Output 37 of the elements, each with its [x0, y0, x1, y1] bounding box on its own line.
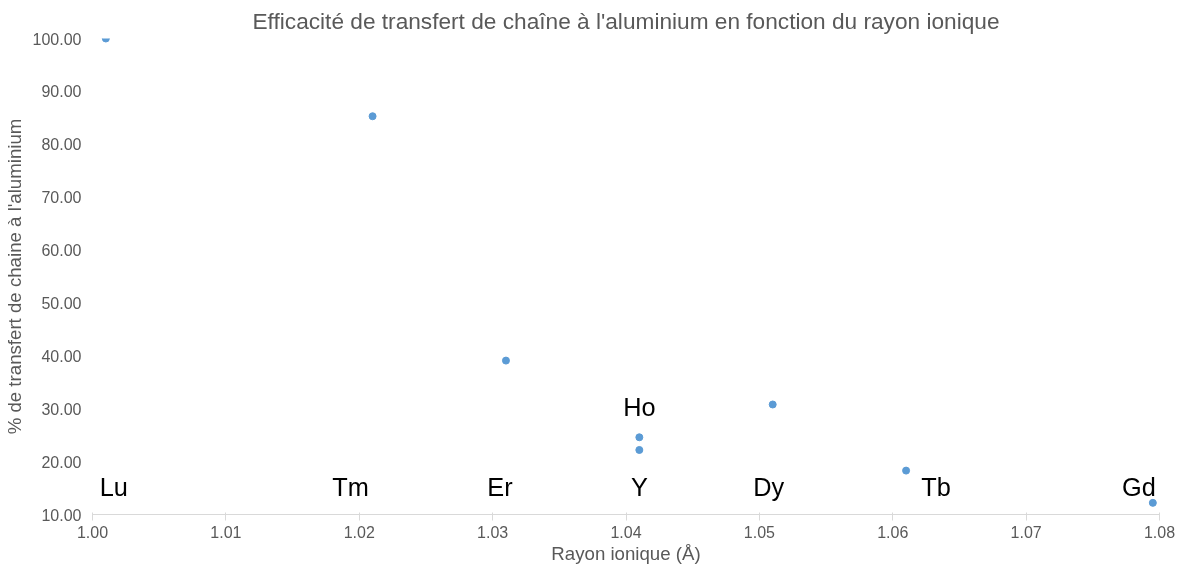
annotation: Gd	[1121, 472, 1156, 501]
y-tick-label: 80.00	[41, 136, 82, 154]
annotation: Lu	[99, 472, 128, 501]
annotation: Tm	[332, 472, 369, 501]
y-tick-label: 40.00	[41, 347, 82, 365]
x-tick-label: 1.05	[743, 523, 776, 541]
x-tick-label: 1.00	[76, 523, 109, 541]
annotation: Ho	[623, 393, 656, 422]
y-tick-label: 10.00	[41, 506, 82, 524]
y-tick-label: 50.00	[41, 294, 82, 312]
x-axis-title: Rayon ionique (Å)	[551, 542, 701, 564]
point	[501, 356, 510, 365]
point	[368, 112, 377, 121]
y-tick-label: 20.00	[41, 453, 82, 471]
y-tick-label: 60.00	[41, 242, 82, 260]
annotation: Y	[630, 472, 648, 501]
point	[635, 433, 644, 442]
y-tick-label: 100.00	[32, 30, 82, 48]
point	[902, 466, 911, 475]
annotation: Er	[487, 472, 514, 501]
chart-title: Efficacité de transfert de chaîne à l'aluminium en fonction du rayon ionique	[252, 7, 1000, 34]
y-tick-label: 70.00	[41, 189, 82, 207]
x-tick-label: 1.04	[610, 523, 642, 541]
x-tick-label: 1.07	[1010, 523, 1042, 541]
point	[1148, 498, 1157, 507]
x-tick-label: 1.02	[343, 523, 375, 541]
x-tick-label: 1.08	[1143, 523, 1176, 541]
x-tick-label: 1.03	[477, 523, 509, 541]
point	[768, 400, 777, 409]
point	[635, 445, 644, 454]
x-tick-label: 1.01	[210, 523, 242, 541]
x-tick-label: 1.06	[877, 523, 909, 541]
y-tick-label: 30.00	[41, 400, 82, 418]
y-axis-title: % de transfert de chaine à l'aluminium	[3, 118, 25, 435]
annotation: Dy	[753, 472, 785, 501]
annotation: Tb	[921, 472, 951, 501]
y-tick-label: 90.00	[41, 83, 82, 101]
